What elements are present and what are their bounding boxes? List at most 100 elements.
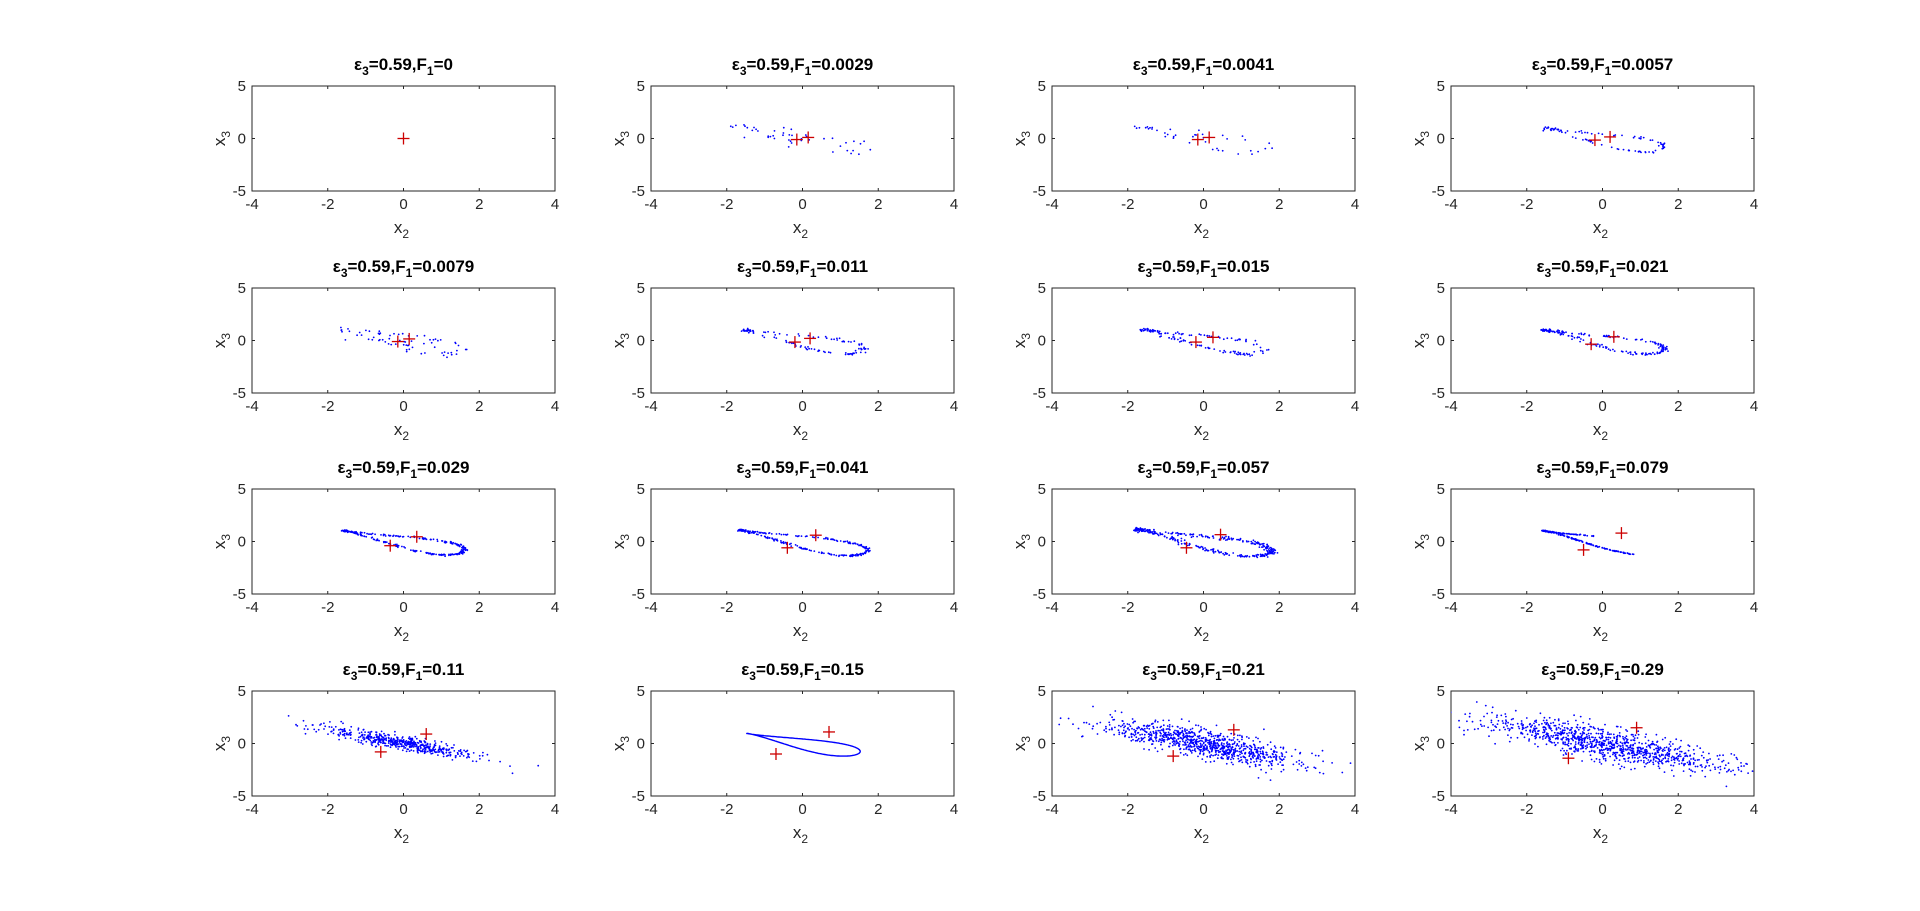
data-point [1130, 733, 1133, 736]
data-point [1656, 751, 1659, 754]
data-point [1583, 740, 1586, 743]
data-point [390, 744, 392, 746]
data-point [1658, 760, 1661, 763]
x-axis-label: x2 [394, 218, 410, 241]
data-point [1173, 736, 1175, 739]
data-point [763, 331, 765, 333]
data-point [396, 544, 399, 547]
data-point [1557, 332, 1560, 334]
data-point [450, 353, 453, 356]
data-point [1508, 740, 1511, 743]
data-point [383, 732, 385, 735]
data-point [1236, 738, 1239, 741]
title-f-value: =0.041 [816, 458, 868, 477]
data-point [1510, 718, 1513, 721]
data-point [330, 730, 333, 733]
data-point [375, 734, 377, 736]
data-point [394, 734, 396, 736]
data-point [405, 750, 408, 753]
data-point [1575, 533, 1577, 536]
data-point [1613, 549, 1616, 552]
x-tick-label: 2 [475, 398, 483, 415]
data-point [1649, 754, 1652, 756]
data-point [1220, 742, 1223, 744]
title-eps-subscript: 3 [1146, 266, 1153, 280]
data-point [385, 745, 388, 747]
data-point [1626, 730, 1629, 732]
data-point [1239, 747, 1242, 749]
data-point [1204, 549, 1206, 552]
data-point [1184, 741, 1187, 743]
y-tick-label: -5 [632, 788, 645, 805]
data-point [341, 729, 344, 731]
data-point [1251, 153, 1253, 156]
data-point [1223, 554, 1226, 556]
data-point [749, 330, 752, 332]
data-point [1657, 765, 1660, 768]
data-point [1212, 537, 1215, 539]
data-point [471, 760, 474, 762]
data-point [1190, 343, 1193, 346]
data-point [753, 532, 755, 534]
x-tick-label: 2 [1275, 599, 1283, 616]
data-point [1322, 760, 1324, 763]
x-tick-label: 4 [551, 196, 559, 213]
data-point [1202, 547, 1205, 550]
data-point [1696, 759, 1699, 761]
data-point [1205, 728, 1207, 731]
data-point [787, 146, 790, 148]
data-point [466, 756, 468, 759]
data-point [1186, 738, 1189, 740]
data-point [1691, 770, 1694, 773]
data-point [1622, 746, 1624, 748]
data-point [1658, 754, 1661, 757]
data-point [1138, 126, 1141, 129]
data-point [1259, 760, 1262, 763]
data-point [858, 344, 861, 346]
data-point [364, 731, 366, 733]
data-point [1597, 343, 1599, 346]
data-point [1133, 125, 1136, 128]
data-point [1505, 715, 1507, 718]
data-point [1662, 144, 1664, 147]
data-point [1196, 535, 1198, 538]
data-point [1623, 739, 1626, 741]
data-point [1598, 752, 1601, 754]
data-point [1156, 726, 1159, 729]
title-epsilon: ε [333, 257, 341, 276]
y-label-subscript: 3 [1019, 131, 1033, 138]
data-point [371, 338, 374, 341]
data-point [472, 752, 475, 754]
subplot-title: ε3=0.59,F1=0.021 [1536, 257, 1668, 280]
data-point [1267, 764, 1270, 767]
data-point [387, 736, 390, 739]
data-point [478, 754, 481, 757]
data-point [1603, 753, 1606, 756]
data-point [1719, 768, 1722, 771]
data-point [1628, 746, 1630, 749]
data-point [1571, 734, 1574, 736]
data-point [1273, 553, 1275, 555]
data-point [1212, 754, 1214, 757]
data-point [1222, 552, 1224, 555]
data-point [433, 346, 436, 349]
data-point [1627, 352, 1629, 354]
data-point [1678, 760, 1680, 762]
data-point [1272, 550, 1274, 553]
data-point [1229, 351, 1232, 353]
data-point [423, 342, 425, 345]
data-point [1589, 740, 1592, 743]
data-point [1282, 746, 1285, 749]
title-eps-value: =0.59,F [348, 257, 406, 276]
data-point [1600, 763, 1603, 765]
data-point [412, 742, 415, 745]
data-point [752, 332, 755, 334]
data-point [1254, 765, 1257, 768]
data-point [434, 751, 437, 754]
data-point [1140, 737, 1143, 739]
data-layer [746, 725, 861, 760]
data-point [1059, 717, 1062, 720]
data-point [1156, 750, 1159, 753]
data-point [1255, 736, 1257, 739]
data-point [433, 553, 435, 555]
